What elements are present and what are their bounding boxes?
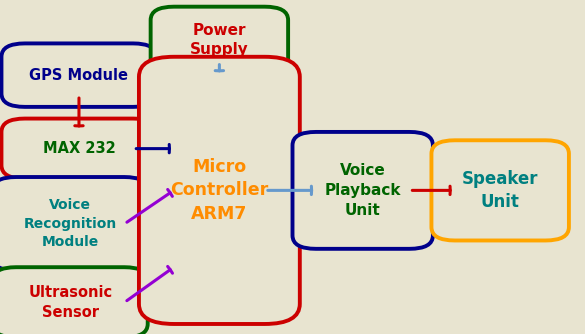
Text: Speaker
Unit: Speaker Unit (462, 170, 538, 211)
FancyBboxPatch shape (2, 43, 157, 107)
Text: Voice
Recognition
Module: Voice Recognition Module (23, 198, 117, 249)
Text: Micro
Controller
ARM7: Micro Controller ARM7 (170, 158, 269, 223)
Text: GPS Module: GPS Module (29, 68, 129, 82)
Text: Power
Supply: Power Supply (190, 23, 249, 57)
Text: Ultrasonic
Sensor: Ultrasonic Sensor (28, 285, 112, 320)
FancyBboxPatch shape (151, 7, 288, 73)
FancyBboxPatch shape (431, 140, 569, 240)
Text: Voice
Playback
Unit: Voice Playback Unit (325, 163, 401, 218)
FancyBboxPatch shape (292, 132, 433, 249)
FancyBboxPatch shape (0, 177, 147, 271)
FancyBboxPatch shape (139, 57, 300, 324)
FancyBboxPatch shape (0, 267, 147, 334)
FancyBboxPatch shape (2, 119, 157, 179)
Text: MAX 232: MAX 232 (43, 141, 115, 156)
